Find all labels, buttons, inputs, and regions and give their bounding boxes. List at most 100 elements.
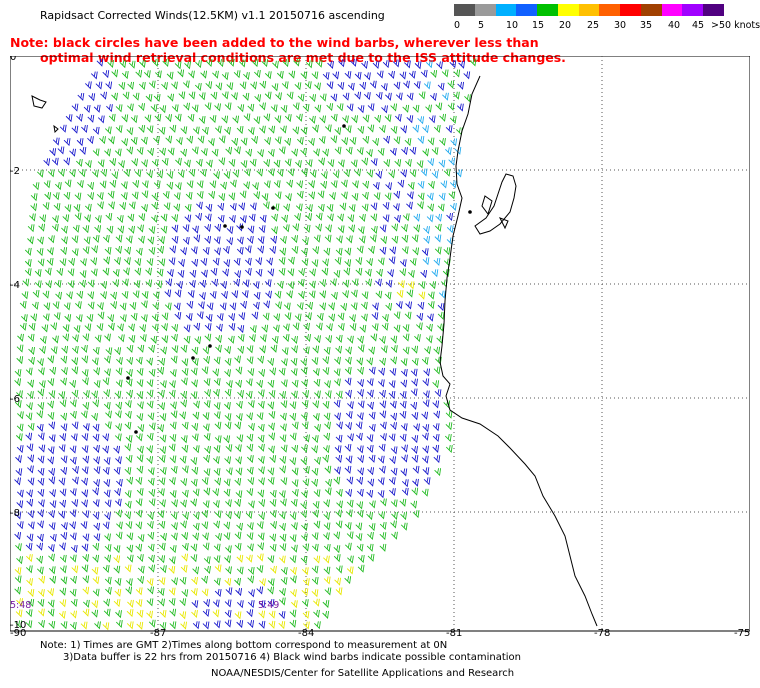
- wind-barb: [359, 324, 367, 333]
- wind-barb: [301, 400, 309, 409]
- wind-barb: [412, 510, 420, 519]
- wind-barb: [364, 72, 371, 81]
- wind-barb: [47, 544, 55, 553]
- wind-barb: [247, 225, 255, 234]
- wind-barb: [68, 258, 75, 267]
- wind-barb: [223, 488, 231, 497]
- wind-barb: [356, 147, 364, 156]
- wind-barb: [204, 323, 212, 332]
- wind-barb: [383, 135, 390, 144]
- wind-barb: [421, 455, 429, 464]
- wind-barb: [169, 477, 176, 486]
- wind-barb: [319, 302, 327, 311]
- wind-barb: [347, 555, 354, 564]
- wind-barb: [185, 313, 193, 322]
- wind-barb: [269, 543, 277, 553]
- wind-barb: [290, 589, 297, 598]
- wind-barb: [295, 203, 303, 212]
- wind-barb: [194, 82, 202, 92]
- x-tick-label: -90: [10, 628, 26, 636]
- wind-barb: [357, 389, 364, 398]
- wind-barb: [14, 378, 22, 387]
- wind-barb: [161, 335, 169, 344]
- wind-barb: [191, 466, 199, 475]
- wind-barb: [116, 479, 123, 488]
- wind-barb: [204, 333, 212, 342]
- wind-barb: [190, 588, 198, 597]
- wind-barb: [316, 313, 324, 322]
- wind-barb: [423, 226, 430, 235]
- wind-barb: [87, 279, 95, 288]
- wind-barb: [421, 488, 429, 497]
- wind-barb: [309, 169, 317, 178]
- wind-barb: [450, 138, 458, 147]
- wind-barb: [440, 180, 448, 189]
- wind-barb: [423, 81, 431, 90]
- wind-barb: [26, 443, 34, 452]
- wind-barb: [407, 182, 415, 191]
- wind-barb: [330, 113, 338, 122]
- wind-barb: [422, 424, 430, 433]
- wind-barb: [435, 213, 443, 222]
- wind-barb: [124, 421, 132, 430]
- wind-barb: [297, 278, 305, 287]
- wind-barb: [446, 212, 453, 222]
- wind-barb: [27, 224, 35, 233]
- wind-barb: [52, 192, 60, 201]
- wind-barb: [134, 258, 142, 267]
- wind-barb: [291, 235, 299, 244]
- wind-barb: [428, 181, 435, 190]
- wind-barb: [92, 148, 100, 157]
- wind-barb: [432, 380, 440, 389]
- wind-barb: [136, 147, 144, 156]
- wind-barb: [214, 223, 222, 232]
- wind-barb: [103, 479, 111, 488]
- wind-barb: [170, 410, 178, 419]
- wind-barb: [155, 280, 163, 289]
- wind-barb: [199, 168, 207, 178]
- wind-barb: [202, 532, 209, 541]
- wind-barb: [138, 235, 145, 244]
- wind-barb: [16, 500, 24, 509]
- wind-barb: [140, 136, 148, 145]
- wind-barb: [137, 534, 145, 543]
- wind-barb: [379, 521, 387, 531]
- wind-barb: [107, 59, 114, 68]
- wind-barb: [405, 301, 413, 310]
- wind-barb: [191, 346, 199, 355]
- wind-barb: [247, 400, 255, 409]
- wind-barb: [303, 224, 311, 233]
- wind-barb: [421, 248, 429, 257]
- wind-barb: [413, 224, 421, 233]
- wind-barb: [257, 434, 265, 443]
- wind-barb: [334, 257, 342, 266]
- wind-barb: [270, 565, 277, 574]
- wind-barb: [81, 124, 88, 134]
- wind-barb: [411, 445, 418, 455]
- wind-barb: [144, 114, 152, 123]
- wind-barb: [145, 279, 153, 288]
- wind-barb: [296, 302, 304, 311]
- wind-barb: [376, 70, 384, 79]
- wind-barb: [99, 136, 106, 145]
- wind-barb: [69, 532, 77, 541]
- wind-barb: [103, 389, 111, 398]
- wind-barb: [202, 346, 210, 355]
- wind-barb: [427, 301, 435, 310]
- wind-barb: [195, 60, 202, 69]
- wind-barb: [217, 59, 224, 68]
- wind-barb: [346, 235, 353, 244]
- wind-barb: [224, 388, 232, 397]
- wind-barb: [294, 313, 302, 322]
- wind-barb: [334, 445, 342, 454]
- wind-barb: [390, 356, 398, 365]
- wind-barb: [232, 115, 240, 124]
- wind-barb: [181, 368, 189, 377]
- wind-barb: [30, 313, 38, 322]
- wind-barb: [109, 179, 117, 189]
- wind-barb: [335, 565, 343, 574]
- wind-barb: [445, 410, 453, 419]
- wind-barb: [22, 278, 30, 287]
- wind-barb: [322, 600, 330, 609]
- wind-barb: [214, 125, 222, 134]
